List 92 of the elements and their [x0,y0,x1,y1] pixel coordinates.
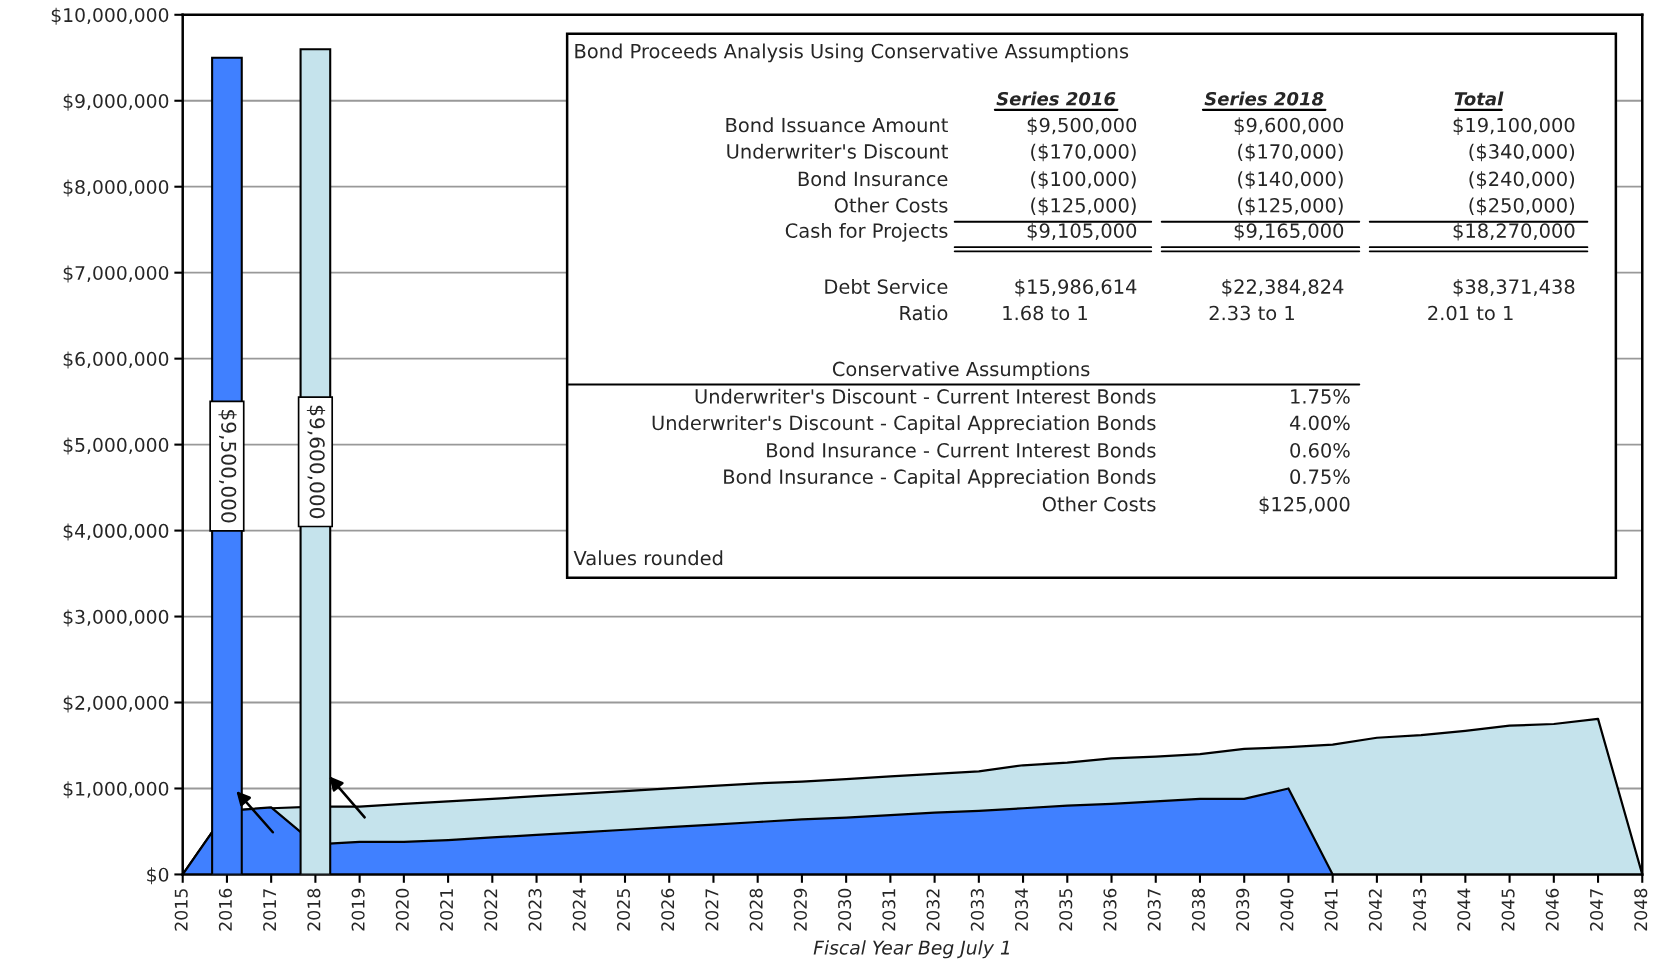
y-tick-label: $9,000,000 [63,93,169,111]
y-tick-label: $1,000,000 [63,781,169,799]
y-tick-label: $3,000,000 [63,609,169,627]
annotation: Bond Proceeds Analysis Using Conservative Assumptions [575,43,1129,63]
x-tick-label: 2027 [705,889,719,931]
annotation: Underwriter's Discount - Capital Appreciation Bonds [652,415,1156,434]
x-tick-label: 2030 [838,888,852,931]
annotation: 1.68 to 1 [1003,305,1087,321]
annotation: Total [1454,91,1504,106]
annotation: 2.01 to 1 [1428,305,1513,321]
x-tick-label: 2020 [395,888,409,931]
data-label: $9,600,000 [306,405,326,519]
x-tick-label: 2022 [484,889,498,931]
x-tick-label: 2016 [218,888,232,931]
y-tick-label: $5,000,000 [63,437,169,455]
annotation: 2.33 to 1 [1209,305,1294,321]
annotation: 0.75% [1290,469,1350,485]
annotation: $9,500,000 [1027,117,1137,135]
x-tick-label: 2031 [882,889,896,931]
annotation: $9,600,000 [1234,117,1344,135]
x-tick-label: 2033 [970,889,984,931]
y-tick-label: $8,000,000 [63,179,169,197]
x-tick-label: 2039 [1236,888,1250,931]
annotation: 0.60% [1290,442,1350,458]
annotation: Bond Issuance Amount [726,117,948,133]
annotation: Series 2018 [1204,91,1324,106]
annotation: $125,000 [1259,496,1350,515]
x-tick-label: 2028 [749,888,763,931]
x-tick-label: 2043 [1413,889,1427,931]
y-tick-label: $0 [147,867,169,885]
x-tick-label: 2019 [351,888,365,931]
annotation: ($170,000) [1031,143,1136,162]
annotation: ($140,000) [1238,171,1343,189]
annotation: Bond Insurance [798,171,948,187]
annotation: $38,371,438 [1453,278,1575,297]
y-tick-label: $7,000,000 [63,265,169,283]
x-tick-label: 2044 [1457,888,1471,931]
x-tick-label: 2048 [1634,888,1648,931]
annotation: $18,270,000 [1453,222,1575,241]
annotation: Other Costs [1042,496,1156,512]
y-tick-label: $10,000,000 [51,7,169,25]
annotation: Conservative Assumptions [832,361,1090,381]
annotation: ($340,000) [1469,143,1575,162]
x-tick-label: 2037 [1147,889,1161,931]
x-tick-label: 2046 [1545,888,1559,931]
annotation: ($170,000) [1238,143,1343,162]
x-tick-label: 2045 [1501,889,1515,931]
x-tick-label: 2018 [307,888,321,931]
annotation: Debt Service [825,278,948,294]
x-tick-label: 2015 [174,889,188,931]
annotation: Underwriter's Discount - Current Interest Bonds [695,388,1156,404]
annotation: ($100,000) [1031,171,1136,189]
annotation: Series 2016 [996,91,1116,106]
annotation: $19,100,000 [1453,117,1575,135]
x-tick-label: 2034 [1014,888,1029,931]
annotation: $15,986,614 [1015,278,1137,297]
x-axis-title: Fiscal Year Beg July 1 [813,940,1009,959]
x-tick-label: 2036 [1103,888,1117,931]
x-tick-label: 2025 [616,889,631,931]
y-tick-label: $2,000,000 [63,695,169,713]
x-tick-label: 2047 [1589,889,1604,931]
x-tick-label: 2040 [1280,888,1294,931]
annotation: ($125,000) [1238,197,1343,216]
x-tick-label: 2032 [926,889,940,931]
annotation: 1.75% [1291,389,1350,404]
annotation: Bond Insurance - Current Interest Bonds [767,442,1156,458]
y-tick-label: $4,000,000 [63,523,169,541]
annotation: $9,165,000 [1234,222,1344,241]
annotation: ($250,000) [1469,197,1575,216]
annotation: $9,105,000 [1027,222,1137,241]
annotation: Cash for Projects [785,222,948,242]
annotation: Underwriter's Discount [727,143,948,159]
x-tick-label: 2042 [1368,889,1382,931]
x-tick-label: 2029 [793,888,807,931]
annotation: $22,384,824 [1222,278,1344,297]
data-label: $9,500,000 [218,410,237,523]
x-tick-label: 2024 [572,888,586,931]
x-tick-label: 2023 [528,889,542,931]
annotation: Ratio [900,305,948,321]
x-tick-label: 2026 [661,888,675,931]
x-tick-label: 2021 [439,889,454,931]
x-tick-label: 2035 [1059,889,1073,931]
x-tick-label: 2017 [263,889,277,931]
annotation: Values rounded [573,550,723,566]
annotation: 4.00% [1289,415,1350,431]
annotation: ($240,000) [1469,171,1575,189]
x-tick-label: 2041 [1324,889,1338,931]
x-tick-label: 2038 [1191,888,1206,931]
annotation: Bond Insurance - Capital Appreciation Bonds [724,469,1156,488]
y-tick-label: $6,000,000 [63,351,169,369]
annotation: ($125,000) [1031,197,1136,216]
annotation: Other Costs [834,197,948,213]
